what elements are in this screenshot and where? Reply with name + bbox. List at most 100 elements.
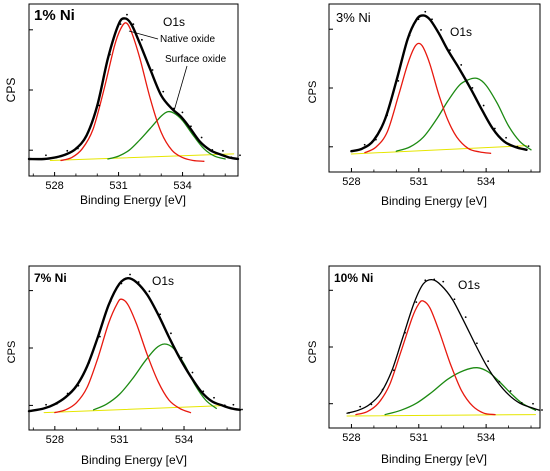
data-point — [392, 369, 395, 372]
data-point — [397, 79, 400, 82]
envelope-curve — [346, 278, 541, 414]
data-point — [120, 282, 123, 285]
data-point — [140, 38, 143, 41]
x-tick-label: 528 — [46, 434, 64, 446]
data-point — [30, 157, 32, 160]
background-curve — [43, 405, 224, 414]
data-point — [352, 149, 355, 152]
data-point — [200, 136, 203, 139]
series-layer — [350, 10, 532, 155]
data-point — [431, 18, 433, 21]
background-curve — [49, 153, 235, 161]
data-point — [440, 29, 442, 31]
data-point — [541, 409, 543, 411]
data-point — [119, 23, 122, 26]
data-point — [476, 342, 478, 345]
annotation-surface-oxide: Surface oxide — [165, 54, 227, 65]
x-tick-label: 531 — [110, 434, 128, 446]
tick-layer: 528 531 534 — [328, 28, 532, 188]
x-tick-label: 528 — [45, 180, 63, 192]
data-point — [449, 49, 451, 51]
component-surface-oxide-curve — [92, 343, 217, 411]
data-point — [45, 403, 47, 406]
data-point — [370, 403, 373, 406]
background-curve — [350, 145, 527, 155]
data-point — [45, 154, 47, 157]
data-point — [498, 380, 501, 383]
data-point — [87, 130, 90, 133]
data-point — [191, 371, 194, 374]
peak-label: O1s — [450, 25, 472, 39]
data-point — [55, 156, 58, 159]
envelope-curve — [350, 14, 528, 153]
annotation-native-oxide: Native oxide — [160, 34, 215, 45]
plot-frame — [28, 265, 241, 431]
y-axis-label: CPS — [4, 78, 18, 103]
data-point — [408, 34, 411, 37]
component-native-oxide-curve — [60, 22, 205, 162]
data-point — [464, 316, 467, 319]
data-point — [363, 143, 366, 146]
data-point — [151, 69, 154, 71]
data-point — [77, 384, 80, 387]
background-curve — [346, 414, 536, 417]
x-axis-label: Binding Energy [eV] — [381, 452, 487, 466]
data-point — [374, 138, 377, 141]
data-point — [482, 104, 485, 107]
data-point — [202, 390, 205, 393]
panel-label: 1% Ni — [34, 7, 75, 24]
data-point — [453, 298, 456, 301]
x-tick-label: 531 — [410, 432, 428, 444]
data-point — [180, 356, 183, 359]
data-point — [527, 145, 530, 148]
panel-label: 7% Ni — [34, 271, 67, 285]
data-point — [404, 331, 406, 334]
data-point — [213, 396, 215, 399]
data-point — [211, 149, 214, 151]
data-point — [509, 390, 512, 392]
peak-label: O1s — [458, 278, 480, 292]
data-point — [442, 280, 445, 283]
panel-7pct-ni: 528 531 534 7% Ni O1s CPS Binding Energy [… — [6, 265, 243, 467]
data-point — [239, 154, 241, 157]
data-point — [493, 127, 496, 130]
y-axis-label: CPS — [6, 341, 18, 364]
data-point — [471, 86, 474, 89]
data-point — [109, 300, 112, 303]
data-point — [98, 335, 101, 338]
x-axis-label: Binding Energy [eV] — [81, 453, 187, 467]
x-tick-label: 534 — [477, 176, 495, 188]
data-point — [520, 402, 523, 404]
data-point — [386, 114, 389, 117]
data-point — [126, 13, 128, 16]
data-point — [88, 361, 91, 364]
panel-1pct-ni: 528 531 534 1% Ni O1s Native oxide Surface… — [4, 3, 241, 207]
data-point — [77, 147, 79, 150]
y-axis-label: CPS — [307, 341, 319, 364]
peak-label: O1s — [152, 274, 174, 288]
data-point — [359, 405, 362, 408]
data-point — [181, 111, 184, 114]
x-tick-label: 534 — [173, 180, 191, 192]
data-point — [232, 403, 235, 406]
envelope-curve — [27, 276, 242, 413]
x-tick-label: 531 — [109, 180, 127, 192]
data-point — [66, 392, 69, 395]
panel-10pct-ni: 528 531 534 10% Ni O1s CPS Binding Energy … — [307, 265, 543, 466]
data-point — [66, 149, 69, 152]
component-surface-oxide-curve — [384, 367, 537, 416]
x-tick-label: 534 — [175, 434, 193, 446]
tick-layer: 528 531 534 — [29, 290, 228, 446]
x-tick-label: 528 — [342, 432, 360, 444]
x-tick-label: 534 — [477, 432, 495, 444]
annotation-arrow-native-oxide — [128, 30, 159, 40]
data-point — [532, 402, 534, 405]
data-point — [148, 290, 151, 293]
annotation-arrow-surface-oxide — [173, 65, 188, 112]
data-point — [433, 278, 436, 281]
data-point — [460, 64, 463, 66]
data-point — [424, 10, 427, 13]
data-point — [137, 281, 140, 283]
data-point — [132, 23, 135, 26]
